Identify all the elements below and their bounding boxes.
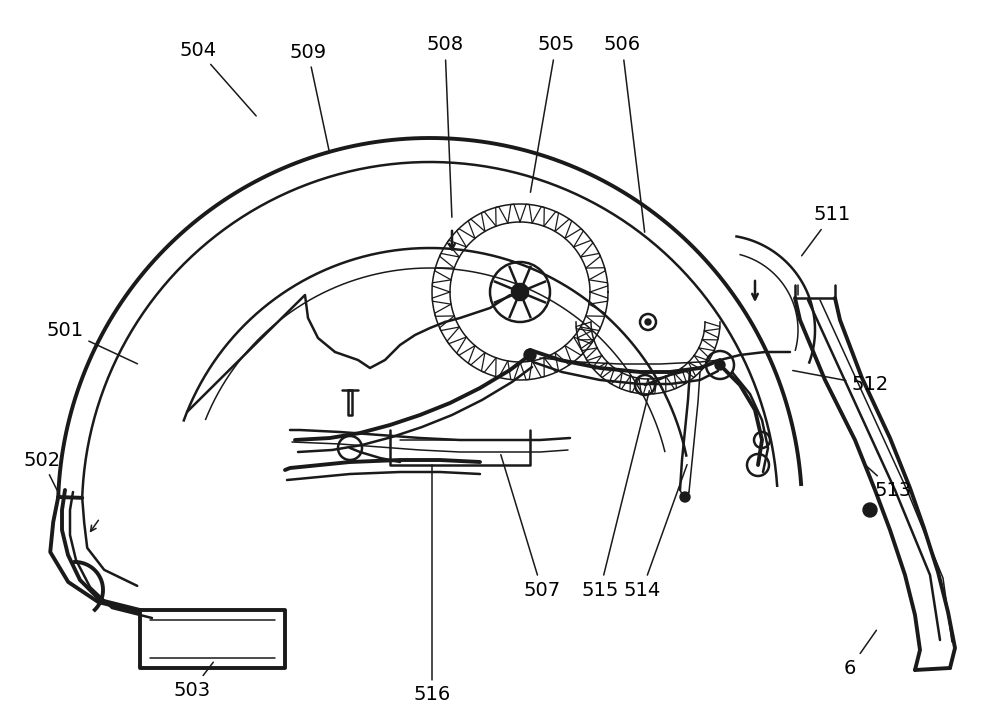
Text: 511: 511: [802, 205, 851, 256]
Text: 504: 504: [179, 41, 256, 116]
Text: 508: 508: [426, 36, 464, 217]
Text: 503: 503: [173, 662, 213, 700]
Text: 505: 505: [530, 36, 575, 192]
Text: 513: 513: [864, 464, 912, 500]
Circle shape: [680, 492, 690, 502]
Circle shape: [863, 503, 877, 517]
Circle shape: [512, 284, 528, 300]
Circle shape: [715, 360, 725, 370]
Text: 506: 506: [603, 36, 645, 232]
Text: 6: 6: [844, 630, 876, 677]
Text: 516: 516: [413, 465, 451, 701]
Text: 515: 515: [581, 390, 649, 599]
Circle shape: [645, 319, 651, 325]
Text: 502: 502: [23, 451, 61, 498]
Text: 509: 509: [289, 43, 329, 152]
Circle shape: [524, 349, 536, 361]
Text: 514: 514: [623, 465, 687, 599]
Text: 512: 512: [793, 371, 889, 395]
Text: 507: 507: [501, 455, 561, 599]
Circle shape: [516, 288, 524, 296]
Text: 501: 501: [46, 320, 137, 364]
